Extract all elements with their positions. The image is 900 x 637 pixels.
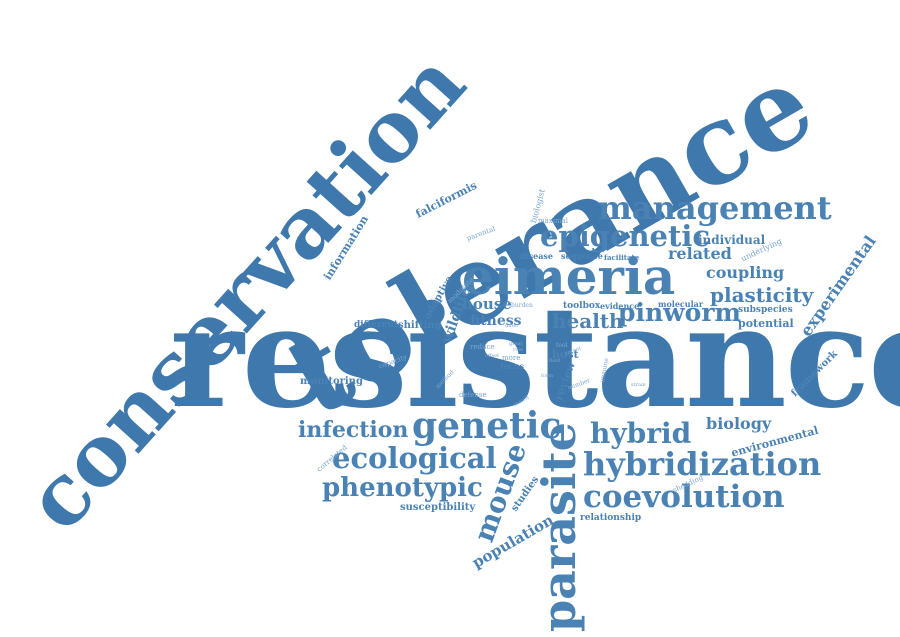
word-related: related <box>668 244 732 263</box>
word-differ: differ <box>505 323 519 329</box>
word-field: field <box>549 358 561 364</box>
word-epigenetic: epigenetic <box>540 219 711 253</box>
word-resistance: resistance <box>170 276 900 440</box>
word-form: form <box>541 373 553 379</box>
word-hybridization: hybridization <box>583 445 822 483</box>
word-sequence: sequence <box>561 251 603 261</box>
word-great: great <box>509 341 523 347</box>
word-molecular: molecular <box>658 299 704 309</box>
word-disease: disease <box>520 251 554 261</box>
word-house: house <box>462 295 512 313</box>
word-tool: tool <box>556 342 568 349</box>
word-genetic: genetic <box>412 405 562 447</box>
word-host: host <box>552 348 579 361</box>
word-reduce: reduce <box>470 343 495 351</box>
word-relationship: relationship <box>580 513 642 523</box>
word-biology: biology <box>706 414 772 433</box>
word-coupling: coupling <box>706 263 785 282</box>
word-burden: burden <box>511 302 533 309</box>
word-more: more <box>502 354 521 362</box>
word-focus: focus <box>500 361 524 371</box>
word-eimeria: eimeria <box>462 247 676 306</box>
word-management: management <box>598 189 832 227</box>
word-evidence: evidence <box>600 301 640 311</box>
word-shifting: shifting <box>398 320 442 331</box>
word-role: role <box>513 347 523 353</box>
word-infection: infection <box>298 417 409 443</box>
word-individual: individual <box>698 233 766 247</box>
word-different: different <box>354 320 398 330</box>
word-hybrid: hybrid <box>590 417 692 450</box>
word-ecological: ecological <box>332 441 497 475</box>
word-susceptibility: susceptibility <box>400 502 476 513</box>
word-toolbox: toolbox <box>563 301 601 311</box>
word-offset: offset <box>485 353 500 359</box>
word-phenotypic: phenotypic <box>322 473 483 503</box>
word-fitness: fitness <box>470 313 522 329</box>
word-monitoring: monitoring <box>300 376 363 387</box>
word-strain: strain <box>631 382 646 388</box>
word-maximal: maximal <box>538 217 569 225</box>
word-coevolution: coevolution <box>583 479 785 515</box>
word-subspecies: subspecies <box>738 305 793 315</box>
word-health: health <box>552 309 624 333</box>
word-defense: defense <box>459 391 487 399</box>
word-plasticity: plasticity <box>710 283 814 307</box>
word-pinworm: pinworm <box>618 298 741 327</box>
word-potential: potential <box>738 317 794 330</box>
word-facilitate: facilitate <box>604 253 640 262</box>
